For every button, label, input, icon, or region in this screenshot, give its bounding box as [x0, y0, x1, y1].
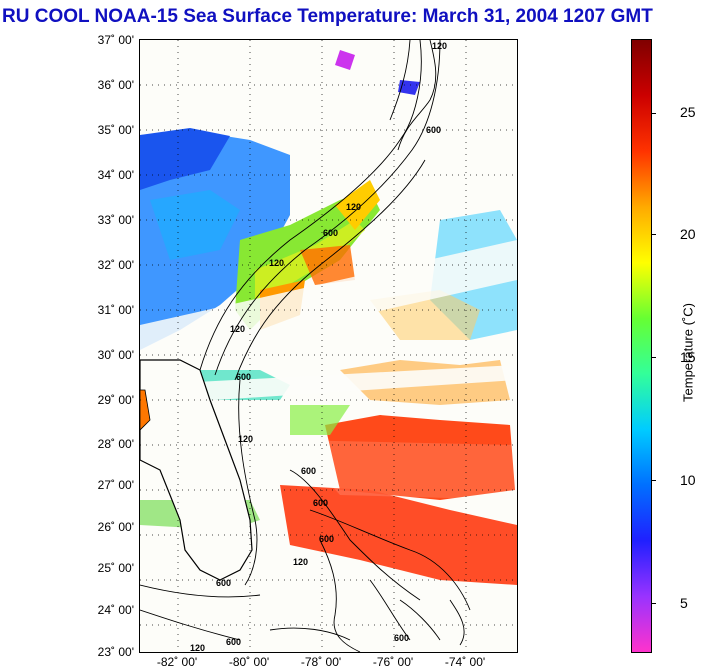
lat-label: 33˚ 00': [97, 213, 134, 227]
lon-label: -74˚ 00': [444, 655, 486, 669]
colorbar-tick-label: 25: [680, 104, 696, 120]
cloud-swaths: [140, 240, 517, 500]
chart-title: RU COOL NOAA-15 Sea Surface Temperature:…: [2, 6, 653, 27]
isobath-label: 600: [301, 466, 316, 476]
isobath-label: 120: [346, 202, 361, 212]
sst-map[interactable]: 120 600 120 600 120 120 600 120 600 600 …: [139, 39, 518, 653]
lat-label: 35˚ 00': [97, 123, 134, 137]
isobath-label: 600: [323, 228, 338, 238]
isobath-label: 600: [426, 125, 441, 135]
isobath-depth-labels: 120 600 120 600 120 120 600 120 600 600 …: [190, 41, 447, 652]
graticule: [140, 40, 517, 652]
isobath-label: 600: [236, 372, 251, 382]
lat-label: 37˚ 00': [97, 33, 134, 47]
isobath-label: 120: [190, 643, 205, 652]
lat-label: 27˚ 00': [97, 478, 134, 492]
colorbar-tick-label: 20: [680, 226, 696, 242]
lon-label: -76˚ 00': [372, 655, 414, 669]
colorbar-tick: [651, 234, 656, 235]
colorbar-tick: [651, 480, 656, 481]
isobath-label: 120: [432, 41, 447, 51]
isobath-label: 120: [238, 434, 253, 444]
isobath-label: 600: [313, 498, 328, 508]
isobath-label: 600: [226, 637, 241, 647]
colorbar-tick-label: 5: [680, 595, 688, 611]
lat-label: 25˚ 00': [97, 561, 134, 575]
lon-label: -80˚ 00': [228, 655, 270, 669]
lat-label: 28˚ 00': [97, 437, 134, 451]
lat-label: 32˚ 00': [97, 258, 134, 272]
lat-label: 23˚ 00': [97, 645, 134, 659]
lat-label: 24˚ 00': [97, 603, 134, 617]
colorbar-tick: [651, 603, 656, 604]
lat-label: 26˚ 00': [97, 520, 134, 534]
colorbar-tick-label: 10: [680, 472, 696, 488]
isobath-label: 600: [216, 578, 231, 588]
colorbar-tick-label: 15: [680, 349, 696, 365]
isobath-label: 120: [293, 557, 308, 567]
colorbar-tick: [651, 357, 656, 358]
temperature-colorbar: [631, 39, 652, 653]
lat-label: 31˚ 00': [97, 303, 134, 317]
isobath-label: 120: [269, 258, 284, 268]
colorbar-title: Temperature (˚C): [680, 303, 696, 402]
colorbar-tick: [651, 113, 656, 114]
lat-label: 29˚ 00': [97, 393, 134, 407]
sst-map-canvas: 120 600 120 600 120 120 600 120 600 600 …: [140, 40, 517, 652]
isobath-label: 600: [319, 534, 334, 544]
lat-label: 36˚ 00': [97, 78, 134, 92]
lon-label: -82˚ 00': [156, 655, 198, 669]
isobath-label: 120: [230, 324, 245, 334]
lat-label: 34˚ 00': [97, 168, 134, 182]
isobath-label: 600: [394, 633, 409, 643]
lat-label: 30˚ 00': [97, 348, 134, 362]
florida-land: [140, 359, 253, 581]
lon-label: -78˚ 00': [300, 655, 342, 669]
